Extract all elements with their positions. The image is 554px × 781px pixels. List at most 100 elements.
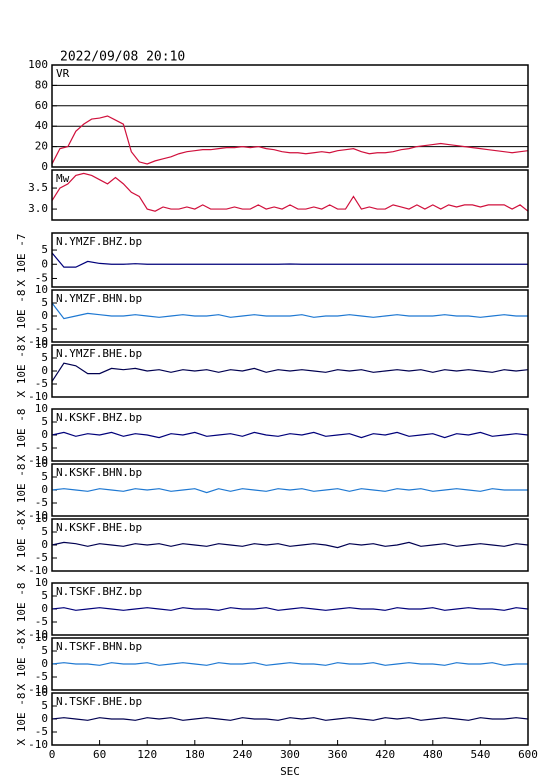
y-tick-label: 10 [35, 686, 48, 699]
y-tick-label: 0 [41, 309, 48, 322]
data-line [51, 541, 529, 549]
x-tick-label: 120 [137, 748, 157, 761]
y-tick-label: 0 [41, 364, 48, 377]
series-label: N.TSKF.BHE.bp [56, 695, 142, 708]
y-tick-label: 0 [41, 483, 48, 496]
data-line [51, 717, 529, 721]
y-tick-label: 0 [41, 538, 48, 551]
y-axis-label: X 10E -8 [15, 519, 28, 572]
y-tick-label: 5 [41, 699, 48, 712]
y-tick-label: 20 [35, 140, 48, 153]
plot-frame [51, 463, 529, 517]
y-tick-label: 10 [35, 576, 48, 589]
plot-frame [51, 289, 529, 343]
y-tick-label: -5 [35, 551, 48, 564]
plot-frame [51, 518, 529, 572]
y-tick-label: 0 [41, 257, 48, 270]
series-label: N.TSKF.BHZ.bp [56, 585, 142, 598]
x-tick-label: 0 [49, 748, 56, 761]
y-tick-label: -5 [35, 271, 48, 284]
y-tick-label: 5 [41, 351, 48, 364]
x-tick-label: 60 [93, 748, 106, 761]
series-label: N.YMZF.BHN.bp [56, 292, 142, 305]
x-tick-label: 420 [375, 748, 395, 761]
series-label: N.YMZF.BHZ.bp [56, 235, 142, 248]
data-line [51, 431, 529, 439]
y-tick-label: -5 [35, 441, 48, 454]
y-tick-label: -10 [28, 390, 48, 403]
series-label: VR [56, 67, 70, 80]
y-tick-label: 0 [41, 602, 48, 615]
x-tick-label: 180 [185, 748, 205, 761]
y-tick-label: 5 [41, 644, 48, 657]
x-axis-label: SEC [280, 765, 300, 778]
y-tick-label: -5 [35, 725, 48, 738]
y-tick-label: -10 [28, 683, 48, 696]
y-axis-label: X 10E -8 [15, 345, 28, 398]
y-tick-label: 5 [41, 470, 48, 483]
y-tick-label: 5 [41, 525, 48, 538]
data-line [51, 488, 528, 494]
y-tick-label: 5 [41, 243, 48, 256]
data-line [51, 252, 528, 268]
series-label: N.KSKF.BHZ.bp [56, 411, 142, 424]
y-tick-label: 10 [35, 512, 48, 525]
data-line [51, 362, 529, 382]
data-line [51, 662, 528, 666]
y-axis-label: X 10E -7 [15, 234, 28, 287]
y-tick-label: -10 [28, 564, 48, 577]
y-tick-label: 5 [41, 589, 48, 602]
y-tick-label: 5 [41, 296, 48, 309]
y-tick-label: 100 [28, 58, 48, 71]
y-axis-label: X 10E -8 [15, 290, 28, 343]
series-label: N.KSKF.BHN.bp [56, 466, 142, 479]
series-label: N.KSKF.BHE.bp [56, 521, 142, 534]
data-line [51, 302, 528, 320]
x-tick-label: 360 [328, 748, 348, 761]
plot-frame [51, 169, 529, 221]
plot-frame [51, 637, 529, 691]
series-label: N.TSKF.BHN.bp [56, 640, 142, 653]
series-label: Mw [56, 172, 70, 185]
chart-title: 2022/09/08 20:10 [60, 50, 185, 65]
x-tick-label: 240 [232, 748, 252, 761]
y-tick-label: 10 [35, 631, 48, 644]
y-tick-label: -10 [28, 335, 48, 348]
plot-frame [51, 582, 529, 636]
y-tick-label: -5 [35, 377, 48, 390]
x-tick-label: 540 [470, 748, 490, 761]
y-tick-label: -10 [28, 454, 48, 467]
data-line [51, 607, 529, 611]
y-axis-label: X 10E -8 [15, 409, 28, 462]
y-tick-label: 0 [41, 160, 48, 173]
y-axis-label: X 10E -8 [15, 583, 28, 636]
plot-frame [51, 408, 529, 462]
y-tick-label: -10 [28, 738, 48, 751]
y-tick-label: -5 [35, 322, 48, 335]
y-tick-label: 5 [41, 415, 48, 428]
y-tick-label: 80 [35, 78, 48, 91]
y-tick-label: 0 [41, 712, 48, 725]
plot-frame [51, 232, 529, 288]
y-axis-label: X 10E -8 [15, 638, 28, 691]
y-tick-label: 0 [41, 428, 48, 441]
y-tick-label: -5 [35, 615, 48, 628]
y-tick-label: 0 [41, 657, 48, 670]
plot-frame [51, 344, 529, 398]
x-tick-label: 600 [518, 748, 538, 761]
y-tick-label: 10 [35, 283, 48, 296]
y-tick-label: -10 [28, 509, 48, 522]
y-tick-label: 10 [35, 457, 48, 470]
y-tick-label: 10 [35, 338, 48, 351]
y-tick-label: 10 [35, 402, 48, 415]
data-line [51, 115, 529, 165]
y-tick-label: -5 [35, 670, 48, 683]
x-tick-label: 300 [280, 748, 300, 761]
data-line [51, 172, 529, 212]
y-tick-label: 3.0 [28, 202, 48, 215]
y-axis-label: X 10E -8 [15, 464, 28, 517]
y-tick-label: 3.5 [28, 181, 48, 194]
x-tick-label: 480 [423, 748, 443, 761]
y-axis-label: X 10E -8 [15, 693, 28, 746]
